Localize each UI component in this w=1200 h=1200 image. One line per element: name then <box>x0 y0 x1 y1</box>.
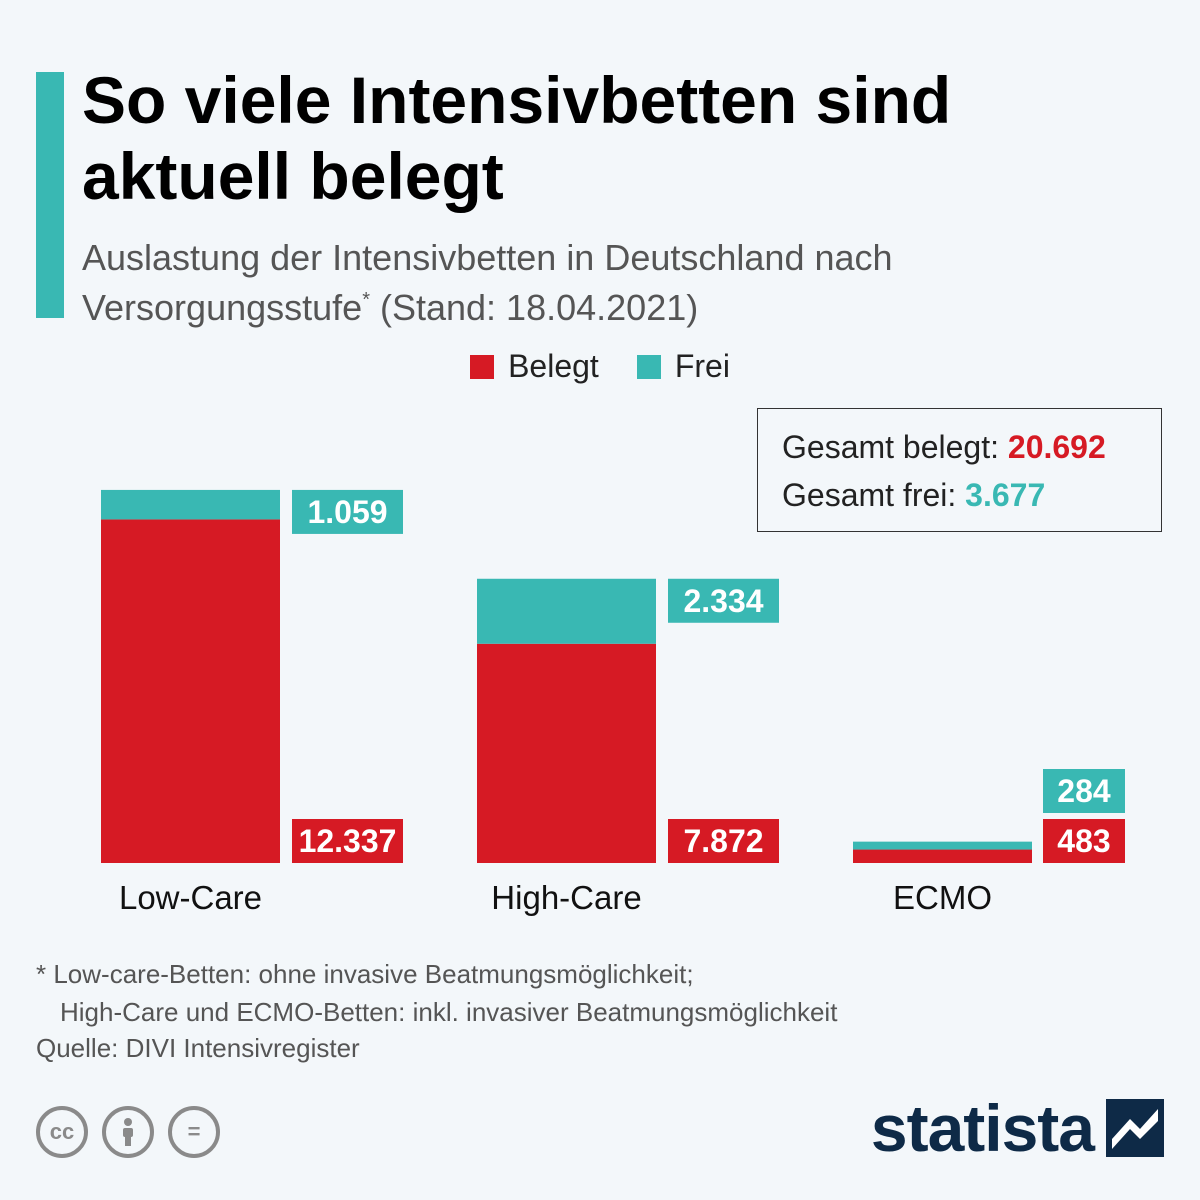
statista-logo[interactable]: statista <box>871 1095 1164 1161</box>
total-belegt-value: 20.692 <box>1007 429 1106 465</box>
label-frei-low-care-box <box>292 489 403 534</box>
cc-icon-glyph: cc <box>49 1119 75 1144</box>
legend-label-frei: Frei <box>674 348 730 384</box>
label-belegt-ecmo: 483 <box>1057 823 1110 859</box>
logo-text: statista <box>870 1091 1095 1165</box>
label-belegt-high-care-box <box>668 819 779 863</box>
bar-belegt-low-care <box>101 519 280 863</box>
bar-belegt-ecmo <box>853 849 1032 863</box>
category-label-low-care: Low-Care <box>119 879 262 916</box>
legend-swatch-belegt <box>470 354 495 379</box>
chart-title: So viele Intensivbetten sind aktuell bel… <box>82 63 952 213</box>
label-frei-ecmo-box <box>1043 769 1125 813</box>
legend-item-belegt: Belegt <box>470 348 599 385</box>
label-frei-high-care: 2.334 <box>683 583 763 619</box>
subtitle-date: (Stand: 18.04.2021) <box>369 287 699 328</box>
label-belegt-low-care: 12.337 <box>299 823 397 859</box>
label-frei-low-care: 1.059 <box>307 494 387 530</box>
subtitle-text: Auslastung der Intensivbetten in Deutsch… <box>82 237 893 328</box>
legend-swatch-frei <box>636 354 661 379</box>
title-accent-bar <box>36 72 64 318</box>
label-belegt-high-care: 7.872 <box>683 823 763 859</box>
category-label-high-care: High-Care <box>491 879 641 916</box>
legend-item-frei: Frei <box>636 348 730 385</box>
cc-icon[interactable]: cc <box>36 1106 88 1158</box>
chart-subtitle: Auslastung der Intensivbetten in Deutsch… <box>82 233 1132 333</box>
source-note: Quelle: DIVI Intensivregister <box>36 1033 360 1063</box>
total-belegt-label: Gesamt belegt: <box>782 429 1008 465</box>
legend: Belegt Frei <box>0 348 1200 385</box>
total-frei-row: Gesamt frei: 3.677 <box>782 471 1161 519</box>
person-glyph <box>123 1118 133 1146</box>
footnote: * Low-care-Betten: ohne invasive Beatmun… <box>36 955 1136 1031</box>
category-label-ecmo: ECMO <box>893 879 992 916</box>
footnote-line-1: * Low-care-Betten: ohne invasive Beatmun… <box>36 959 694 989</box>
footnote-line-2: High-Care und ECMO-Betten: inkl. invasiv… <box>60 997 838 1027</box>
bar-frei-high-care <box>477 578 656 644</box>
label-belegt-low-care-box <box>292 819 403 863</box>
bar-belegt-high-care <box>477 643 656 863</box>
subtitle-footnote-mark: * <box>362 289 370 311</box>
totals-box: Gesamt belegt: 20.692 Gesamt frei: 3.677 <box>757 408 1162 532</box>
no-derivatives-icon[interactable]: = <box>168 1106 220 1158</box>
license-icons: cc = <box>36 1106 220 1158</box>
total-frei-label: Gesamt frei: <box>782 477 966 513</box>
label-frei-ecmo: 284 <box>1057 773 1111 809</box>
equals-glyph: = <box>187 1119 201 1144</box>
attribution-icon[interactable] <box>102 1106 154 1158</box>
statista-logo-icon <box>1106 1099 1164 1157</box>
total-belegt-row: Gesamt belegt: 20.692 <box>782 423 1161 471</box>
total-frei-value: 3.677 <box>965 477 1046 513</box>
label-frei-high-care-box <box>668 578 779 623</box>
legend-label-belegt: Belegt <box>508 348 599 384</box>
bar-frei-low-care <box>101 489 280 520</box>
bar-frei-ecmo <box>853 841 1032 850</box>
label-belegt-ecmo-box <box>1043 819 1125 863</box>
